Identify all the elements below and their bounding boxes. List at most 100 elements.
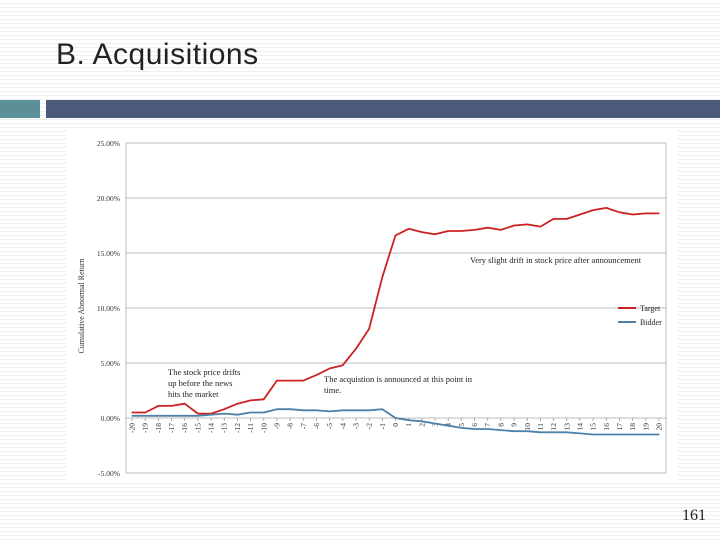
page-number: 161 bbox=[682, 507, 706, 524]
x-tick-label: 1 bbox=[404, 423, 413, 427]
data-point-target bbox=[394, 234, 397, 236]
data-point-target bbox=[315, 374, 318, 376]
x-tick-label: -13 bbox=[220, 423, 229, 433]
y-tick-label: 20.00% bbox=[97, 194, 120, 203]
x-tick-label: -8 bbox=[286, 423, 295, 429]
y-tick-label: 15.00% bbox=[97, 249, 120, 258]
data-point-bidder bbox=[618, 433, 621, 436]
data-point-bidder bbox=[579, 432, 581, 434]
data-point-target bbox=[658, 212, 660, 214]
annotation-announcement-line-2: time. bbox=[324, 385, 341, 395]
data-point-bidder bbox=[184, 415, 186, 417]
x-tick-label: -11 bbox=[246, 423, 255, 433]
data-point-bidder bbox=[566, 431, 568, 433]
data-point-target bbox=[289, 380, 291, 382]
data-point-target bbox=[197, 413, 199, 415]
x-tick-label: -14 bbox=[207, 423, 216, 433]
x-tick-label: 6 bbox=[470, 423, 479, 427]
data-point-target bbox=[355, 348, 357, 350]
data-point-target bbox=[592, 209, 594, 211]
data-point-target bbox=[539, 226, 542, 228]
x-tick-label: 0 bbox=[391, 423, 400, 427]
x-tick-label: -5 bbox=[325, 423, 334, 429]
annotation-announcement: The acquistion is announced at this poin… bbox=[324, 374, 474, 395]
data-point-bidder bbox=[526, 430, 528, 432]
data-point-target bbox=[368, 328, 370, 330]
x-tick-label: 11 bbox=[536, 423, 545, 430]
x-tick-label: 5 bbox=[457, 423, 466, 427]
data-point-target bbox=[249, 399, 252, 401]
x-tick-label: 19 bbox=[641, 423, 650, 431]
data-point-bidder bbox=[249, 411, 252, 414]
x-tick-label: -16 bbox=[180, 423, 189, 433]
slide-title: B. Acquisitions bbox=[56, 38, 259, 71]
data-point-bidder bbox=[276, 408, 278, 410]
y-tick-label: 25.00% bbox=[97, 139, 120, 148]
legend-label-bidder: Bidder bbox=[640, 318, 662, 327]
x-tick-label: -10 bbox=[259, 423, 268, 433]
data-point-target bbox=[526, 223, 528, 225]
data-point-target bbox=[329, 367, 331, 370]
data-point-bidder bbox=[500, 429, 502, 431]
x-tick-label: -7 bbox=[299, 423, 308, 429]
data-point-bidder bbox=[197, 415, 199, 417]
data-point-target bbox=[618, 211, 621, 213]
x-tick-label: 2 bbox=[417, 423, 426, 427]
series-lines bbox=[131, 207, 660, 436]
data-point-bidder bbox=[447, 425, 449, 427]
data-point-bidder bbox=[210, 414, 212, 416]
annotation-announcement-line-1: The acquistion is announced at this poin… bbox=[324, 374, 473, 384]
data-point-target bbox=[500, 229, 502, 231]
data-point-bidder bbox=[658, 433, 660, 436]
data-point-bidder bbox=[513, 430, 515, 432]
data-point-bidder bbox=[421, 420, 423, 422]
data-point-target bbox=[144, 411, 146, 414]
data-point-target bbox=[131, 411, 133, 414]
y-tick-label: -5.00% bbox=[98, 469, 120, 478]
data-point-target bbox=[184, 403, 186, 405]
data-point-target bbox=[157, 405, 159, 407]
data-point-bidder bbox=[223, 413, 225, 415]
data-point-target bbox=[447, 230, 449, 232]
accent-block bbox=[0, 100, 40, 118]
chart-panel: 25.00% 20.00% 15.00% 10.00% 5.00% 0.00% -5.00%… bbox=[66, 128, 678, 483]
x-tick-label: -9 bbox=[272, 423, 281, 429]
data-point-target bbox=[579, 213, 581, 216]
data-point-target bbox=[223, 408, 225, 410]
x-tick-label: 18 bbox=[628, 423, 637, 431]
data-point-target bbox=[434, 233, 436, 235]
x-tick-label: 12 bbox=[549, 423, 558, 431]
data-point-target bbox=[605, 207, 607, 209]
x-tick-label: -20 bbox=[128, 423, 137, 433]
data-point-target bbox=[342, 364, 344, 366]
data-point-bidder bbox=[632, 433, 634, 436]
data-point-bidder bbox=[605, 433, 607, 436]
data-point-bidder bbox=[329, 410, 331, 412]
data-point-bidder bbox=[342, 409, 344, 411]
data-point-bidder bbox=[131, 415, 133, 417]
data-point-bidder bbox=[355, 409, 357, 411]
x-tick-label: -12 bbox=[233, 423, 242, 433]
x-tick-label: -15 bbox=[193, 423, 202, 433]
data-point-target bbox=[553, 218, 555, 220]
annotation-before-line-2: up before the news bbox=[168, 378, 232, 388]
data-point-bidder bbox=[460, 427, 462, 429]
data-point-bidder bbox=[289, 408, 291, 410]
data-point-bidder bbox=[487, 428, 489, 430]
data-point-bidder bbox=[553, 431, 555, 433]
data-point-target bbox=[460, 230, 462, 232]
x-tick-label: 20 bbox=[655, 423, 664, 431]
y-tick-label: 10.00% bbox=[97, 304, 120, 313]
accent-bar bbox=[46, 100, 720, 118]
data-point-target bbox=[645, 212, 647, 214]
annotation-after: Very slight drift in stock price after a… bbox=[470, 255, 642, 265]
x-tick-label: -18 bbox=[154, 423, 163, 433]
data-point-target bbox=[566, 218, 568, 220]
annotation-before-line-3: hits the market bbox=[168, 389, 219, 399]
data-point-target bbox=[263, 398, 265, 400]
x-tick-label: 13 bbox=[562, 423, 571, 431]
x-tick-label: 7 bbox=[483, 423, 492, 427]
data-point-target bbox=[170, 405, 173, 407]
x-tick-labels: -20 -19 -18 -17 -16 -15 -14 -13 -12 -11 -10 -9 -8 -7-… bbox=[128, 418, 664, 433]
x-tick-label: -1 bbox=[378, 423, 387, 429]
